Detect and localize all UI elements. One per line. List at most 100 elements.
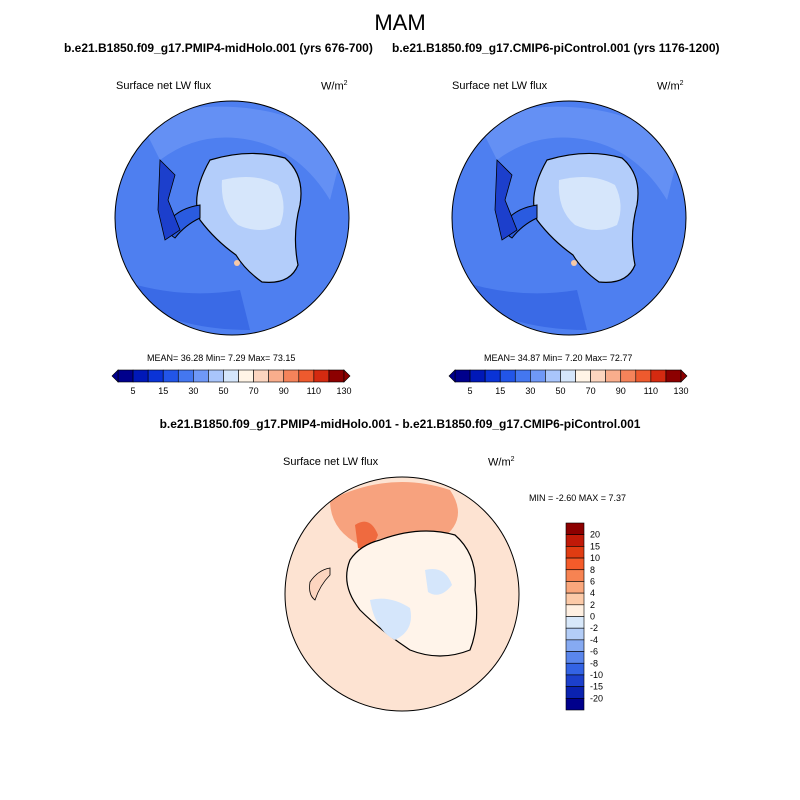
panel-3-variable-label: Surface net LW flux xyxy=(283,456,379,468)
colorbar-panel-3-tick-label: -20 xyxy=(590,693,603,703)
panel-3-peninsula xyxy=(309,567,331,601)
panel-1-warm-spot xyxy=(234,260,240,266)
panel-3-map xyxy=(285,477,519,711)
colorbar-panel-1-tick-label: 70 xyxy=(249,386,259,396)
colorbar-panel-2-tick-label: 5 xyxy=(468,386,473,396)
panel-1-title: b.e21.B1850.f09_g17.PMIP4-midHolo.001 (y… xyxy=(64,41,373,55)
colorbar-panel-3-tick-label: 20 xyxy=(590,530,600,540)
colorbar-panel-1-tick-label: 90 xyxy=(279,386,289,396)
colorbar-panel-3-swatch xyxy=(565,686,585,699)
colorbar-panel-3-tick-label: -2 xyxy=(590,623,598,633)
colorbar-panel-3-tick-label: 4 xyxy=(590,588,595,598)
colorbar-panel-3-swatch xyxy=(565,522,585,535)
colorbar-panel-2-swatch xyxy=(514,369,531,383)
colorbar-panel-2-swatch xyxy=(575,369,591,383)
colorbar-panel-2-swatch xyxy=(635,369,652,383)
colorbar-panel-1-swatch xyxy=(147,369,164,383)
panel-2-variable-label: Surface net LW flux xyxy=(452,80,548,92)
panel-2-warm-spot xyxy=(571,260,577,266)
colorbar-panel-1-tick-label: 30 xyxy=(188,386,198,396)
colorbar-panel-2-swatch xyxy=(605,369,622,383)
colorbar-panel-1-swatch xyxy=(208,369,224,383)
panel-1-plateau xyxy=(221,176,284,230)
colorbar-panel-3-swatch xyxy=(565,534,585,547)
colorbar-panel-3-swatch xyxy=(565,569,585,582)
panel-2-stats: MEAN= 34.87 Min= 7.20 Max= 72.77 xyxy=(484,353,633,363)
colorbar-panel-1-swatch xyxy=(223,369,239,383)
colorbar-panel-2-swatch xyxy=(620,369,637,383)
colorbar-panel-3-swatch xyxy=(565,604,585,617)
colorbar-panel-3-tick-label: 2 xyxy=(590,600,595,610)
colorbar-panel-3-tick-label: -15 xyxy=(590,682,603,692)
colorbar-panel-2-swatch xyxy=(530,369,546,383)
colorbar-panel-1-swatch xyxy=(283,369,300,383)
panel-1-map-border xyxy=(114,100,350,336)
colorbar-panel-3-tick-label: -8 xyxy=(590,658,598,668)
colorbar-panel-3-swatch xyxy=(565,581,585,594)
colorbar-panel-2-swatch xyxy=(650,369,667,383)
panel-2-ocean-band xyxy=(477,106,677,200)
colorbar-panel-1-swatch xyxy=(268,369,285,383)
colorbar-panel-3-swatch xyxy=(565,546,585,559)
colorbar-panel-3-swatch xyxy=(565,662,585,676)
colorbar-panel-1-low-arrow xyxy=(111,369,119,383)
colorbar-panel-3-tick-label: 15 xyxy=(590,541,600,551)
colorbar-panel-3-swatch xyxy=(565,639,585,652)
panel-1-ocean-band xyxy=(140,106,340,200)
panel-2-south-america-tip xyxy=(494,159,518,241)
panel-2-title: b.e21.B1850.f09_g17.CMIP6-piControl.001 … xyxy=(392,41,720,55)
colorbar-panel-2-swatch xyxy=(545,369,561,383)
panel-1-units-label: W/m2 xyxy=(321,80,348,93)
colorbar-panel-2-tick-label: 70 xyxy=(586,386,596,396)
colorbar-panel-1-tick-label: 110 xyxy=(307,386,321,396)
colorbar-panel-2-low-arrow xyxy=(448,369,456,383)
colorbar-panel-1-swatch xyxy=(193,369,209,383)
colorbar-panel-1-tick-label: 130 xyxy=(336,386,351,396)
colorbar-panel-1-swatch xyxy=(238,369,254,383)
colorbar-panel-2-tick-label: 50 xyxy=(555,386,565,396)
panel-3-map-border xyxy=(284,476,520,712)
colorbar-panel-2-swatch xyxy=(499,369,516,383)
figure-season-title: MAM xyxy=(374,10,426,35)
colorbar-panel-2-tick-label: 110 xyxy=(644,386,658,396)
panel-1-stats: MEAN= 36.28 Min= 7.29 Max= 73.15 xyxy=(147,353,296,363)
colorbar-panel-3-swatch xyxy=(565,651,585,664)
colorbar-panel-3-tick-label: -6 xyxy=(590,647,598,657)
colorbar-panel-3-tick-label: -10 xyxy=(590,670,603,680)
panel-3-title: b.e21.B1850.f09_g17.PMIP4-midHolo.001 - … xyxy=(159,417,641,431)
panel-1-southern-band xyxy=(120,280,250,330)
colorbar-panel-1-tick-label: 5 xyxy=(131,386,136,396)
colorbar-panel-2-tick-label: 30 xyxy=(525,386,535,396)
colorbar-panel-1: 5 15 30 50 70 90 110 130 xyxy=(111,369,352,396)
colorbar-panel-3-swatch xyxy=(565,627,585,641)
colorbar-panel-1-swatch xyxy=(117,369,134,383)
colorbar-panel-1-swatch xyxy=(313,369,330,383)
colorbar-panel-3-tick-label: -4 xyxy=(590,635,598,645)
colorbar-panel-2-swatch xyxy=(560,369,576,383)
panel-2-units-label: W/m2 xyxy=(657,80,684,93)
colorbar-panel-1-swatch xyxy=(132,369,149,383)
panel-1-south-america-tip xyxy=(157,159,181,241)
colorbar-panel-3-tick-label: 10 xyxy=(590,553,600,563)
colorbar-panel-1-swatch xyxy=(328,369,345,383)
panel-3-cool-patch xyxy=(370,598,411,640)
panel-3-units-label: W/m2 xyxy=(488,456,515,469)
colorbar-panel-2-swatch xyxy=(665,369,682,383)
colorbar-panel-2-tick-label: 15 xyxy=(495,386,505,396)
colorbar-panel-1-high-arrow xyxy=(343,369,351,383)
colorbar-panel-2-tick-label: 90 xyxy=(616,386,626,396)
colorbar-panel-1-swatch xyxy=(177,369,194,383)
colorbar-panel-2: 5 15 30 50 70 90 110 130 xyxy=(448,369,689,396)
colorbar-panel-2-swatch xyxy=(469,369,486,383)
colorbar-panel-1-swatch xyxy=(162,369,179,383)
panel-1-variable-label: Surface net LW flux xyxy=(116,80,212,92)
panel-3-cool-patch-2 xyxy=(425,569,452,595)
colorbar-panel-3-swatch xyxy=(565,674,585,687)
panel-3-stats: MIN = -2.60 MAX = 7.37 xyxy=(529,493,627,503)
colorbar-panel-1-tick-label: 50 xyxy=(218,386,228,396)
colorbar-panel-2-swatch xyxy=(484,369,501,383)
panel-1-map xyxy=(115,101,349,335)
colorbar-panel-1-tick-label: 15 xyxy=(158,386,168,396)
